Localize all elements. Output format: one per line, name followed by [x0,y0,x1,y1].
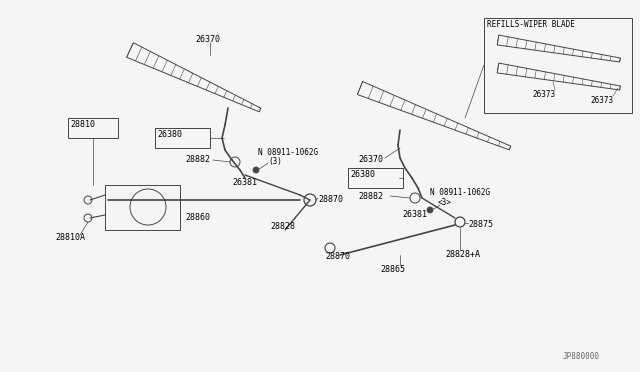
Bar [348,168,403,188]
Text: 28882: 28882 [358,192,383,201]
Text: 28870: 28870 [325,252,350,261]
Text: 26380: 26380 [350,170,375,179]
Text: REFILLS-WIPER BLADE: REFILLS-WIPER BLADE [487,20,575,29]
Text: 26373: 26373 [532,90,555,99]
Text: 26380: 26380 [157,130,182,139]
Bar [68,118,118,138]
Text: 28810: 28810 [70,120,95,129]
Bar [155,128,210,148]
Text: <3>: <3> [438,198,452,207]
Text: N 08911-1062G: N 08911-1062G [430,188,490,197]
Text: 28860: 28860 [185,213,210,222]
Text: 26381: 26381 [232,178,257,187]
Text: 28870: 28870 [318,195,343,204]
Text: 28828+A: 28828+A [445,250,480,259]
Text: 28810A: 28810A [55,233,85,242]
Text: 26373: 26373 [590,96,613,105]
Text: 26370: 26370 [358,155,383,164]
Text: N 08911-1062G: N 08911-1062G [258,148,318,157]
Text: 28865: 28865 [380,265,405,274]
Bar [484,18,632,113]
Text: 28875: 28875 [468,220,493,229]
Bar [105,185,180,230]
Text: 26381: 26381 [402,210,427,219]
Text: 28828: 28828 [270,222,295,231]
Text: 28882: 28882 [185,155,210,164]
Text: JP880000: JP880000 [563,352,600,361]
Circle shape [253,167,259,173]
Circle shape [427,207,433,213]
Text: (3): (3) [268,157,282,166]
Text: 26370: 26370 [195,35,220,44]
